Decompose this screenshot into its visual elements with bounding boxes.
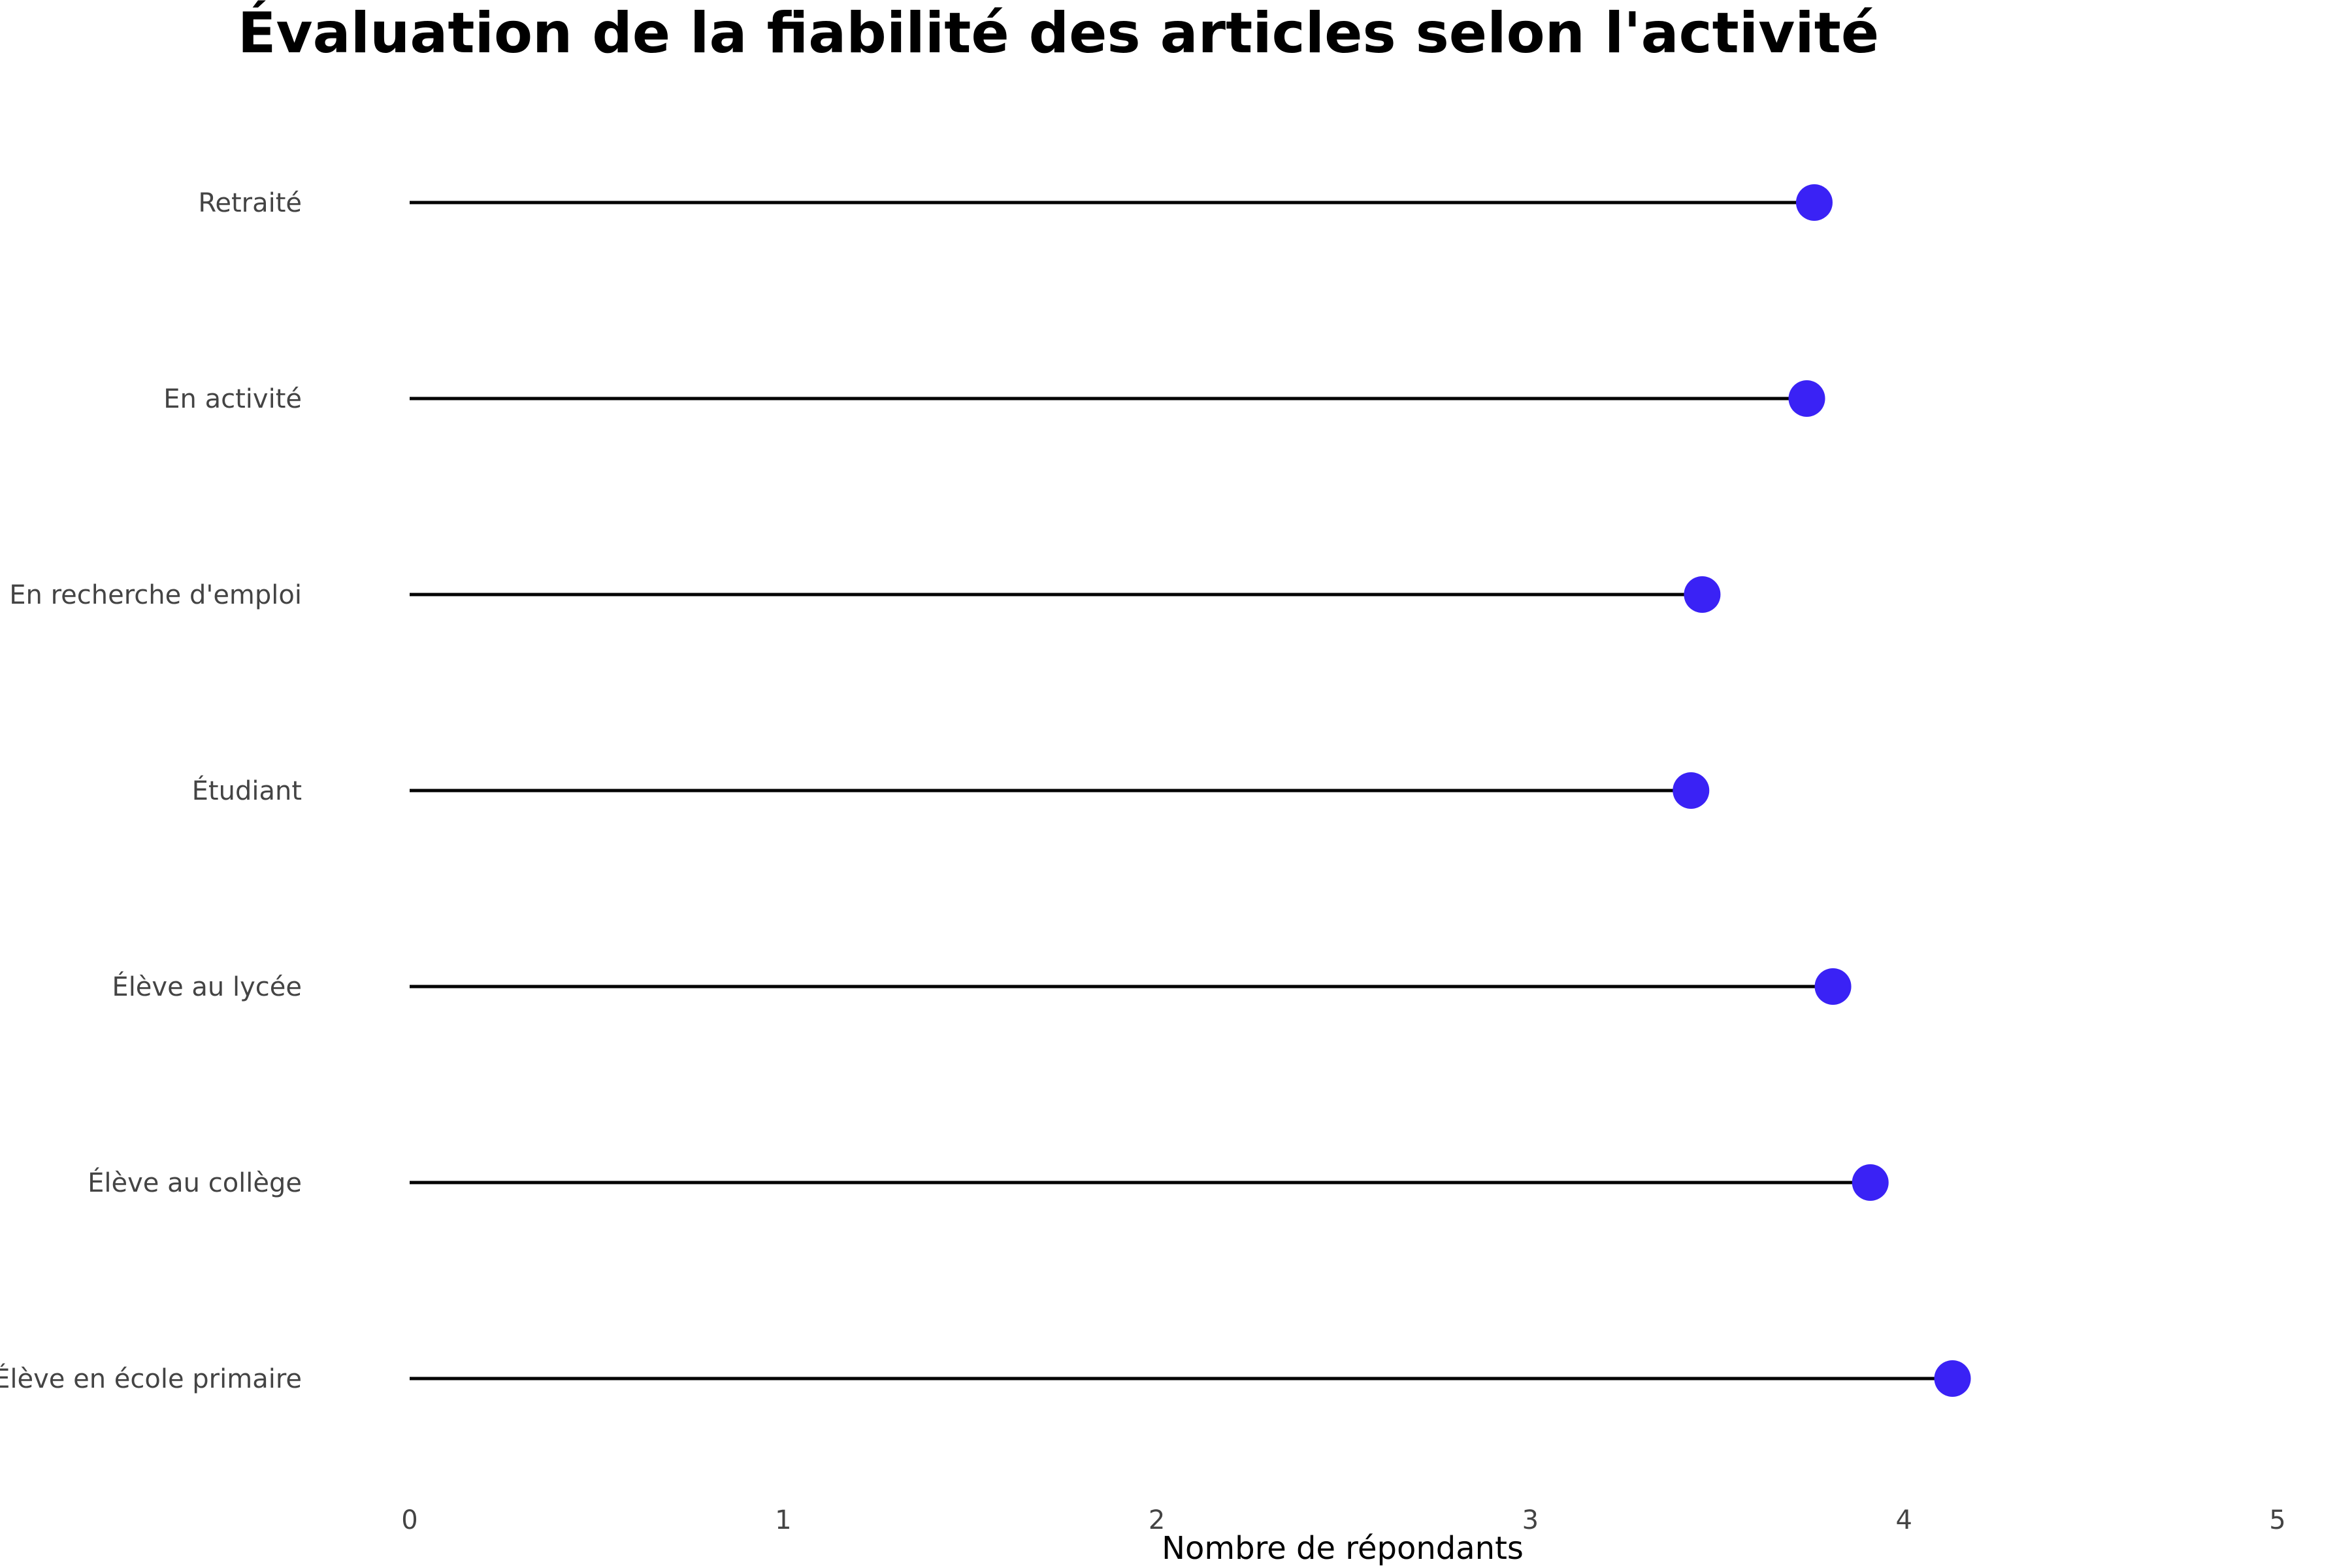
category-label: En recherche d'emploi — [9, 580, 302, 610]
lollipop-point — [1673, 772, 1710, 809]
x-axis: 0 1 2 3 4 5 — [401, 1505, 2285, 1535]
x-tick-label: 5 — [2269, 1505, 2285, 1535]
x-tick-label: 3 — [1522, 1505, 1539, 1535]
lollipop-point — [1788, 380, 1825, 417]
x-tick-label: 2 — [1149, 1505, 1165, 1535]
x-tick-label: 1 — [775, 1505, 791, 1535]
x-axis-title: Nombre de répondants — [1162, 1530, 1524, 1567]
x-tick-label: 4 — [1895, 1505, 1912, 1535]
category-label: Élève en école primaire — [0, 1363, 302, 1394]
category-label: En activité — [163, 384, 302, 414]
category-label: Retraité — [198, 188, 302, 218]
lollipop-point — [1814, 968, 1852, 1005]
lollipop-point — [1795, 184, 1833, 221]
category-label: Élève au lycée — [112, 971, 302, 1002]
lollipop-point — [1852, 1164, 1889, 1201]
plot-area: Retraité En activité En recherche d'emploi… — [0, 184, 1971, 1397]
category-label: Étudiant — [192, 775, 302, 806]
x-tick-label: 0 — [401, 1505, 417, 1535]
lollipop-point — [1684, 576, 1721, 613]
lollipop-point — [1934, 1360, 1971, 1397]
category-label: Élève au collège — [88, 1167, 302, 1198]
chart-title: Évaluation de la fiabilité des articles … — [238, 0, 1879, 66]
